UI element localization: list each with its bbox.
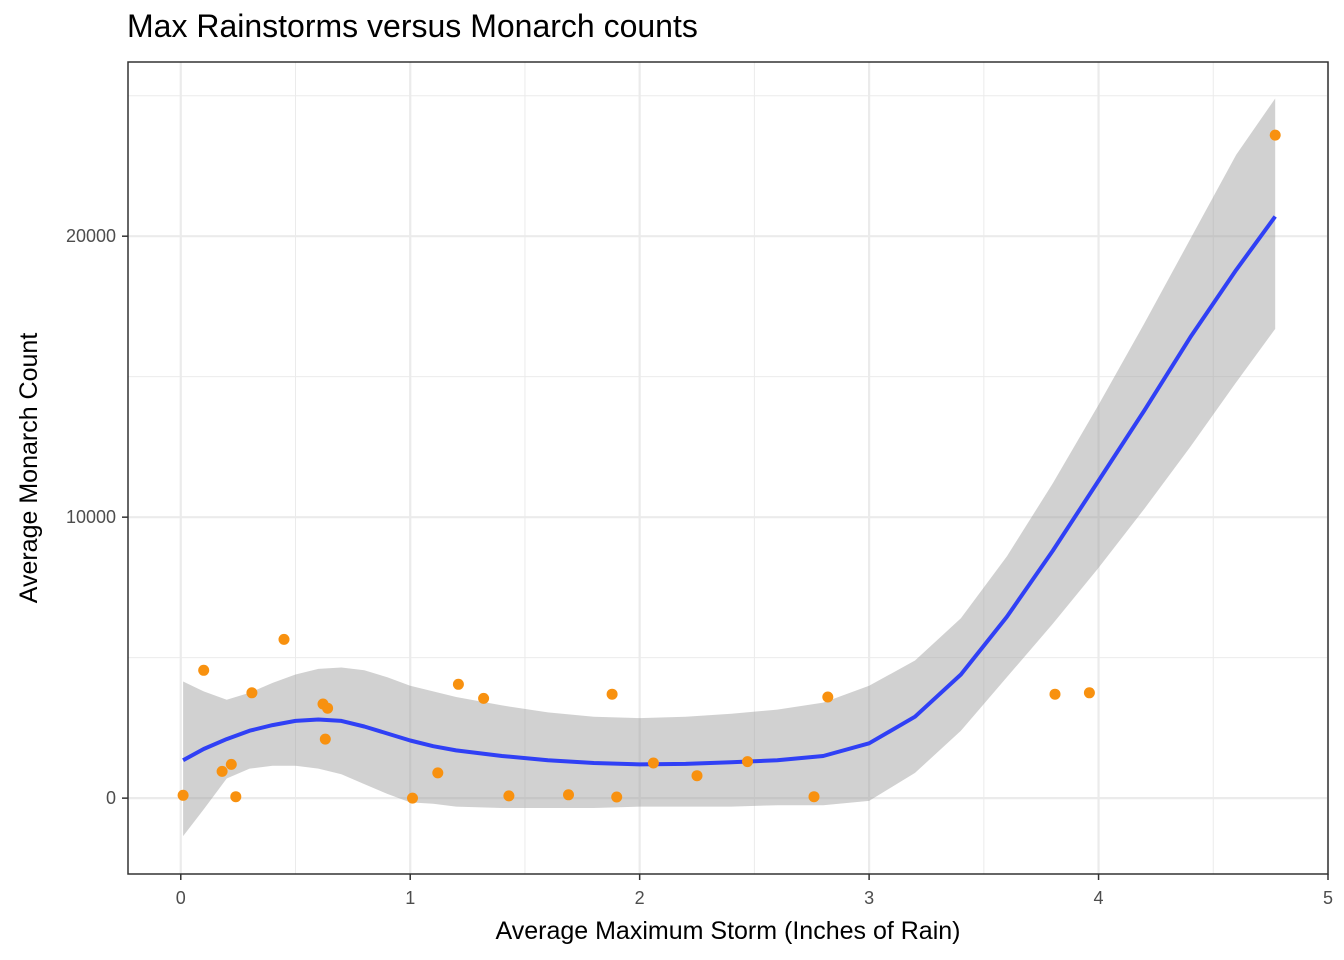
x-tick-label: 4 <box>1094 888 1104 908</box>
data-point <box>742 756 753 768</box>
x-tick-label: 3 <box>864 888 874 908</box>
data-point <box>808 791 820 803</box>
data-point <box>611 791 623 803</box>
data-point <box>177 789 189 801</box>
data-point <box>225 758 237 770</box>
data-point <box>198 664 210 676</box>
x-axis-ticks: 0 1 2 3 4 5 <box>176 874 1333 908</box>
data-point <box>322 702 334 714</box>
confidence-band <box>183 98 1276 837</box>
data-point <box>432 767 444 779</box>
data-point <box>1269 129 1281 141</box>
x-tick-label: 2 <box>635 888 645 908</box>
data-point <box>230 791 242 803</box>
x-tick-label: 0 <box>176 888 186 908</box>
x-tick-label: 1 <box>405 888 415 908</box>
data-point <box>407 792 418 804</box>
y-tick-label: 0 <box>106 788 116 808</box>
y-tick-label: 10000 <box>66 507 116 527</box>
data-point <box>822 691 834 703</box>
confidence-ribbon <box>183 98 1276 837</box>
data-point <box>216 765 228 777</box>
data-point <box>1049 688 1061 700</box>
data-point <box>606 688 618 700</box>
data-point <box>647 757 659 769</box>
chart-title: Max Rainstorms versus Monarch counts <box>127 8 698 44</box>
data-point <box>319 733 331 745</box>
data-point <box>563 789 574 801</box>
x-axis-title: Average Maximum Storm (Inches of Rain) <box>496 917 961 945</box>
x-tick-label: 5 <box>1323 888 1333 908</box>
y-axis-title: Average Monarch Count <box>15 333 43 604</box>
data-point <box>503 790 515 802</box>
data-point <box>246 687 258 699</box>
data-point <box>478 692 490 704</box>
data-point <box>691 770 703 782</box>
data-point <box>452 678 464 690</box>
smooth-line <box>182 215 1277 767</box>
y-tick-label: 20000 <box>66 226 116 246</box>
smooth-fit-line <box>182 215 1277 767</box>
y-axis-ticks: 0 10000 20000 <box>66 226 128 808</box>
data-point <box>278 633 290 645</box>
data-points <box>177 129 1281 804</box>
data-point <box>1083 687 1095 699</box>
panel-border <box>127 61 1329 875</box>
